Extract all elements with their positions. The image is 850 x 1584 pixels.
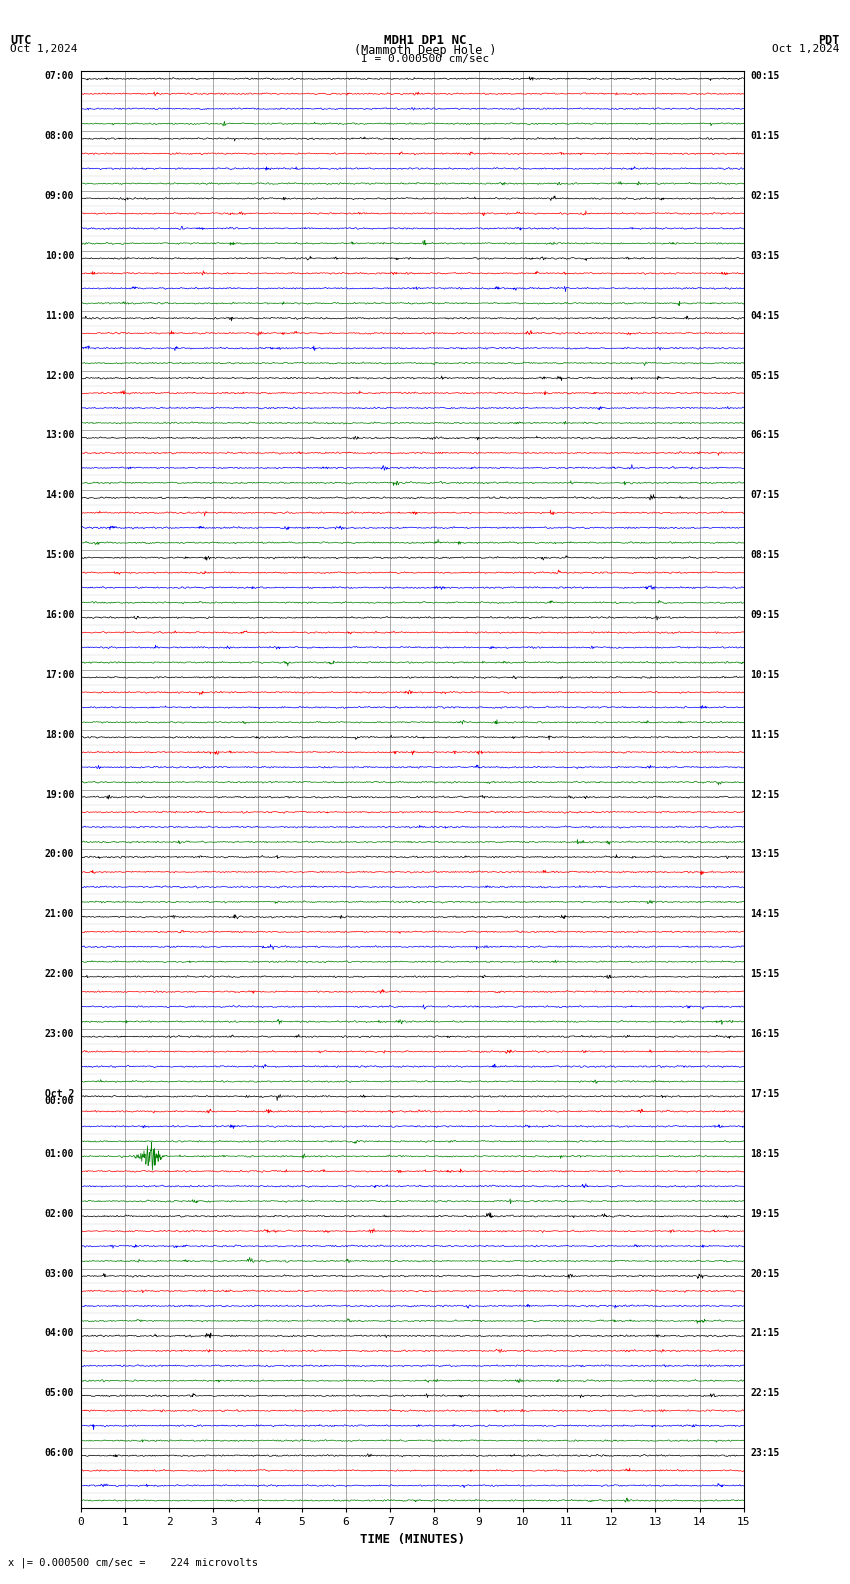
Text: 14:15: 14:15 [751, 909, 779, 919]
Text: 23:00: 23:00 [45, 1030, 74, 1039]
Text: 19:15: 19:15 [751, 1209, 779, 1218]
Text: 02:15: 02:15 [751, 192, 779, 201]
Text: 02:00: 02:00 [45, 1209, 74, 1218]
Text: PDT: PDT [819, 33, 840, 48]
Text: 15:15: 15:15 [751, 969, 779, 979]
X-axis label: TIME (MINUTES): TIME (MINUTES) [360, 1533, 465, 1546]
Text: 20:15: 20:15 [751, 1269, 779, 1278]
Text: 12:15: 12:15 [751, 789, 779, 800]
Text: 00:15: 00:15 [751, 71, 779, 81]
Text: x |= 0.000500 cm/sec =    224 microvolts: x |= 0.000500 cm/sec = 224 microvolts [8, 1557, 258, 1568]
Text: 21:00: 21:00 [45, 909, 74, 919]
Text: 11:15: 11:15 [751, 730, 779, 740]
Text: 05:00: 05:00 [45, 1388, 74, 1399]
Text: 09:00: 09:00 [45, 192, 74, 201]
Text: 07:15: 07:15 [751, 491, 779, 501]
Text: 13:00: 13:00 [45, 431, 74, 440]
Text: 22:00: 22:00 [45, 969, 74, 979]
Text: 18:15: 18:15 [751, 1148, 779, 1159]
Text: 06:00: 06:00 [45, 1448, 74, 1459]
Text: 22:15: 22:15 [751, 1388, 779, 1399]
Text: I = 0.000500 cm/sec: I = 0.000500 cm/sec [361, 54, 489, 63]
Text: 17:15: 17:15 [751, 1088, 779, 1099]
Text: 08:00: 08:00 [45, 131, 74, 141]
Text: 16:00: 16:00 [45, 610, 74, 619]
Text: (Mammoth Deep Hole ): (Mammoth Deep Hole ) [354, 44, 496, 57]
Text: 07:00: 07:00 [45, 71, 74, 81]
Text: 12:00: 12:00 [45, 371, 74, 380]
Text: 10:15: 10:15 [751, 670, 779, 680]
Text: Oct 2: Oct 2 [45, 1088, 74, 1099]
Text: 03:15: 03:15 [751, 250, 779, 261]
Text: 09:15: 09:15 [751, 610, 779, 619]
Text: 14:00: 14:00 [45, 491, 74, 501]
Text: 03:00: 03:00 [45, 1269, 74, 1278]
Text: 17:00: 17:00 [45, 670, 74, 680]
Text: UTC: UTC [10, 33, 31, 48]
Text: 04:00: 04:00 [45, 1329, 74, 1338]
Text: 05:15: 05:15 [751, 371, 779, 380]
Text: 00:00: 00:00 [45, 1096, 74, 1106]
Text: Oct 1,2024: Oct 1,2024 [10, 44, 77, 54]
Text: 18:00: 18:00 [45, 730, 74, 740]
Text: 21:15: 21:15 [751, 1329, 779, 1338]
Text: 06:15: 06:15 [751, 431, 779, 440]
Text: Oct 1,2024: Oct 1,2024 [773, 44, 840, 54]
Text: 08:15: 08:15 [751, 550, 779, 561]
Text: 19:00: 19:00 [45, 789, 74, 800]
Text: 16:15: 16:15 [751, 1030, 779, 1039]
Text: 20:00: 20:00 [45, 849, 74, 860]
Text: 11:00: 11:00 [45, 310, 74, 320]
Text: 01:15: 01:15 [751, 131, 779, 141]
Text: 23:15: 23:15 [751, 1448, 779, 1459]
Text: 15:00: 15:00 [45, 550, 74, 561]
Text: 01:00: 01:00 [45, 1148, 74, 1159]
Text: 13:15: 13:15 [751, 849, 779, 860]
Text: 10:00: 10:00 [45, 250, 74, 261]
Text: 04:15: 04:15 [751, 310, 779, 320]
Text: MDH1 DP1 NC: MDH1 DP1 NC [383, 33, 467, 48]
